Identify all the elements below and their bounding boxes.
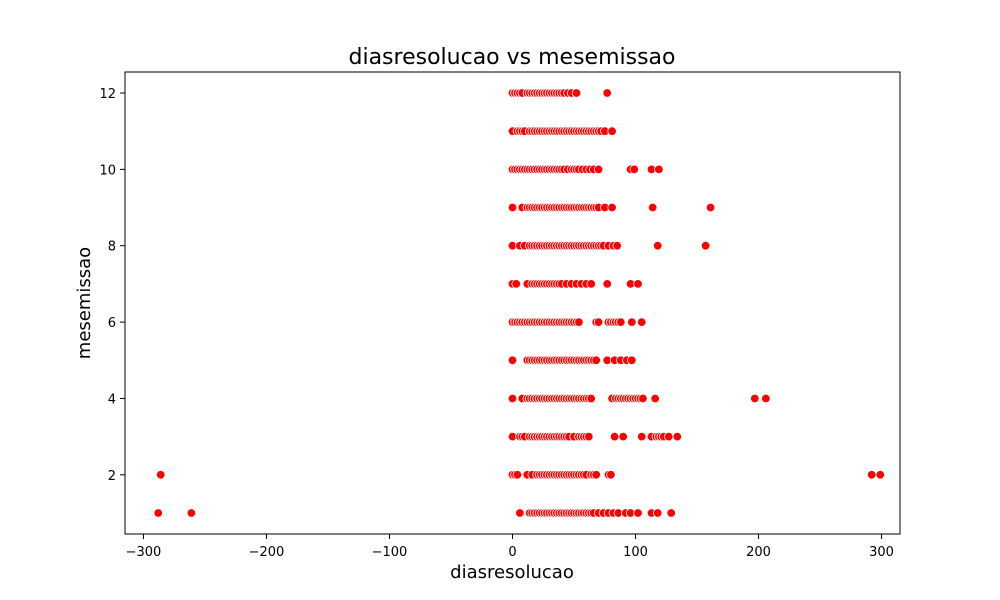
data-point xyxy=(607,126,617,136)
data-point xyxy=(666,508,676,518)
data-point xyxy=(750,393,760,404)
data-point xyxy=(574,317,584,327)
x-axis-ticks: −300 −200 −100 0 100 200 300 xyxy=(126,534,894,560)
data-point xyxy=(512,470,523,480)
data-point xyxy=(602,88,612,98)
data-point xyxy=(607,202,617,213)
y-axis-label: mesemissao xyxy=(74,247,95,359)
data-point xyxy=(591,355,601,366)
x-tick-label: 300 xyxy=(869,545,894,560)
data-point xyxy=(593,317,604,327)
y-tick-label: 6 xyxy=(108,316,116,331)
x-tick-label: 100 xyxy=(623,545,648,560)
data-point xyxy=(629,164,640,175)
data-point xyxy=(507,202,518,213)
data-point xyxy=(700,240,711,251)
data-point xyxy=(627,355,637,366)
data-point xyxy=(586,279,596,289)
data-point xyxy=(653,240,663,251)
x-tick-label: 200 xyxy=(746,545,771,560)
data-point xyxy=(612,240,622,251)
data-point xyxy=(627,317,637,327)
data-point xyxy=(153,508,163,518)
data-point xyxy=(586,393,596,404)
data-point xyxy=(618,431,628,442)
data-point xyxy=(591,470,601,480)
y-tick-label: 10 xyxy=(99,163,116,178)
data-point xyxy=(638,393,648,404)
data-point xyxy=(875,470,886,480)
data-point xyxy=(648,202,658,213)
data-point xyxy=(511,279,521,289)
data-point xyxy=(637,317,647,327)
data-point xyxy=(571,88,582,98)
data-point xyxy=(515,508,525,518)
plot-frame xyxy=(124,71,901,535)
y-tick-label: 2 xyxy=(108,469,116,484)
x-tick-label: −100 xyxy=(372,545,408,560)
data-point xyxy=(633,508,643,518)
chart-title: diasresolucao vs mesemissao xyxy=(349,45,676,70)
data-point xyxy=(653,508,663,518)
data-point xyxy=(867,470,877,480)
data-point xyxy=(633,279,643,289)
data-point xyxy=(155,470,166,480)
data-point xyxy=(672,431,683,442)
data-point xyxy=(507,393,518,404)
x-axis-label: diasresolucao xyxy=(450,562,574,583)
y-axis-ticks: 2 4 6 8 10 12 xyxy=(99,87,125,484)
data-point xyxy=(654,164,664,175)
data-point xyxy=(606,470,616,480)
data-points xyxy=(153,88,886,518)
y-tick-label: 12 xyxy=(99,87,116,102)
x-tick-label: −300 xyxy=(126,545,162,560)
data-point xyxy=(761,393,771,404)
data-point xyxy=(593,164,604,175)
data-point xyxy=(584,431,594,442)
data-point xyxy=(186,508,197,518)
y-tick-label: 4 xyxy=(108,392,116,407)
data-point xyxy=(664,431,674,442)
data-point xyxy=(602,279,612,289)
data-point xyxy=(609,431,620,442)
data-point xyxy=(616,317,626,327)
x-tick-label: 0 xyxy=(508,545,516,560)
data-point xyxy=(507,355,518,366)
data-point xyxy=(637,431,647,442)
data-point xyxy=(705,202,716,213)
y-tick-label: 8 xyxy=(108,240,116,255)
data-point xyxy=(650,393,660,404)
x-tick-label: −200 xyxy=(249,545,285,560)
